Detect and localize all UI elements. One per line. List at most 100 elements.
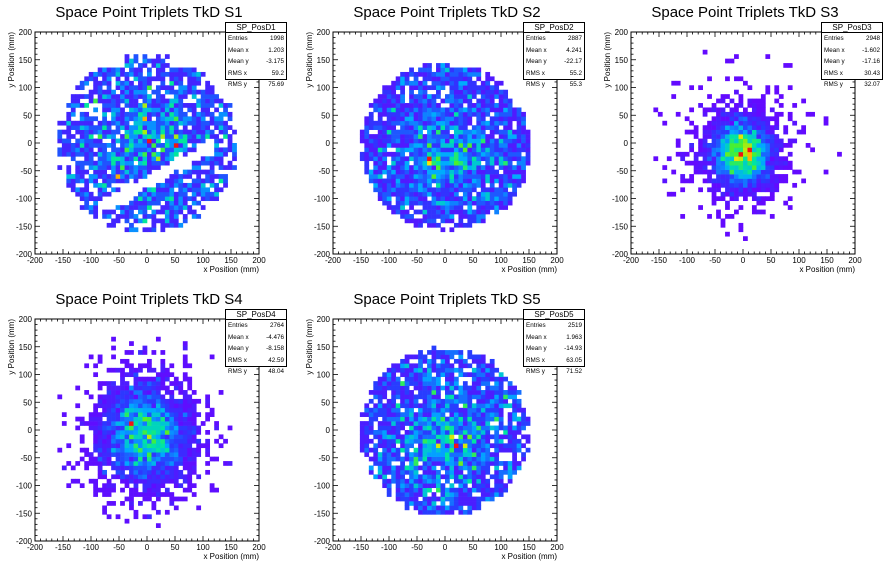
heatmap-cell — [747, 143, 753, 148]
heatmap-cell — [382, 125, 388, 130]
heatmap-cell — [476, 465, 482, 471]
heatmap-cell — [115, 438, 121, 444]
heatmap-cell — [480, 447, 486, 453]
heatmap-cell — [164, 214, 170, 219]
heatmap-cell — [467, 509, 473, 515]
heatmap-cell — [445, 496, 450, 502]
heatmap-cell — [66, 111, 72, 117]
heatmap-cell — [787, 160, 793, 166]
heatmap-cell — [747, 138, 753, 144]
heatmap-cell — [115, 120, 121, 126]
heatmap-cell — [155, 465, 161, 471]
heatmap-cell — [102, 111, 107, 117]
heatmap-cell — [391, 191, 397, 197]
heatmap-cell — [147, 129, 152, 135]
stats-row: Entries 2887 — [524, 33, 584, 45]
heatmap-cell — [391, 407, 397, 413]
heatmap-cell — [400, 116, 405, 122]
heatmap-cell — [729, 134, 735, 139]
heatmap-cell — [409, 425, 414, 431]
heatmap-cell — [413, 156, 419, 162]
heatmap-cell — [106, 367, 112, 373]
heatmap-cell — [498, 438, 504, 444]
heatmap-cell — [93, 71, 99, 77]
x-tick-label: -50 — [709, 256, 721, 265]
heatmap-cell — [467, 438, 473, 444]
heatmap-cell — [462, 381, 468, 386]
heatmap-cell — [205, 416, 211, 422]
heatmap-cell — [124, 156, 130, 162]
heatmap-cell — [142, 456, 148, 462]
heatmap-cell — [404, 178, 410, 184]
heatmap-cell — [453, 478, 459, 484]
heatmap-cell — [124, 120, 130, 126]
heatmap-cell — [155, 107, 161, 113]
heatmap-cell — [395, 80, 401, 86]
heatmap-cell — [205, 461, 211, 466]
heatmap-cell — [382, 461, 388, 466]
heatmap-cell — [93, 492, 99, 497]
heatmap-cell — [164, 469, 170, 475]
heatmap-cell — [418, 509, 423, 515]
heatmap-cell — [418, 434, 423, 440]
heatmap-cell — [79, 147, 85, 153]
heatmap-cell — [440, 187, 446, 193]
stats-value: 75.69 — [268, 81, 284, 88]
heatmap-cell — [760, 103, 766, 108]
heatmap-cell — [178, 209, 184, 215]
heatmap-cell — [720, 120, 726, 126]
heatmap-cell — [400, 134, 405, 139]
heatmap-cell — [734, 151, 739, 157]
heatmap-cell — [480, 98, 486, 104]
heatmap-cell — [449, 143, 455, 148]
heatmap-cell — [111, 111, 116, 117]
heatmap-cell — [702, 169, 708, 175]
heatmap-cell — [155, 421, 161, 426]
heatmap-cell — [111, 67, 116, 73]
heatmap-cell — [404, 487, 410, 493]
heatmap-cell — [147, 200, 152, 206]
heatmap-cell — [427, 425, 432, 431]
heatmap-cell — [200, 182, 206, 188]
heatmap-cell — [124, 85, 130, 91]
heatmap-svg: -200 -150 -100 -50 0 50 100 150 200200150100500-… — [305, 28, 564, 274]
heatmap-cell — [66, 483, 72, 489]
heatmap-cell — [418, 200, 423, 206]
heatmap-cell — [409, 187, 414, 193]
heatmap-cell — [205, 94, 211, 99]
heatmap-cell — [124, 398, 130, 404]
heatmap-cell — [155, 412, 161, 417]
heatmap-cell — [70, 134, 76, 139]
heatmap-cell — [521, 143, 526, 148]
heatmap-cell — [413, 381, 419, 386]
heatmap-cell — [512, 390, 517, 395]
heatmap-cell — [413, 94, 419, 99]
heatmap-cell — [169, 120, 175, 126]
heatmap-cell — [512, 394, 517, 400]
heatmap-cell — [61, 138, 67, 144]
heatmap-cell — [400, 367, 405, 373]
heatmap-cell — [453, 407, 459, 413]
heatmap-cell — [485, 178, 491, 184]
heatmap-cell — [445, 182, 450, 188]
heatmap-cell — [142, 80, 148, 86]
heatmap-cell — [689, 85, 695, 91]
heatmap-cell — [386, 129, 392, 135]
heatmap-cell — [458, 209, 464, 215]
heatmap-cell — [413, 174, 419, 179]
heatmap-cell — [88, 196, 94, 202]
heatmap-cell — [418, 492, 423, 497]
heatmap-cell — [97, 169, 103, 175]
heatmap-cell — [111, 390, 116, 395]
heatmap-cell — [702, 143, 708, 148]
heatmap-cell — [182, 421, 188, 426]
heatmap-cell — [476, 129, 482, 135]
heatmap-cell — [102, 487, 107, 493]
heatmap-cell — [445, 169, 450, 175]
heatmap-cell — [115, 80, 121, 86]
heatmap-cell — [440, 363, 446, 369]
heatmap-cell — [680, 174, 686, 179]
heatmap-cell — [485, 363, 491, 369]
heatmap-cell — [187, 403, 193, 409]
heatmap-cell — [743, 160, 748, 166]
